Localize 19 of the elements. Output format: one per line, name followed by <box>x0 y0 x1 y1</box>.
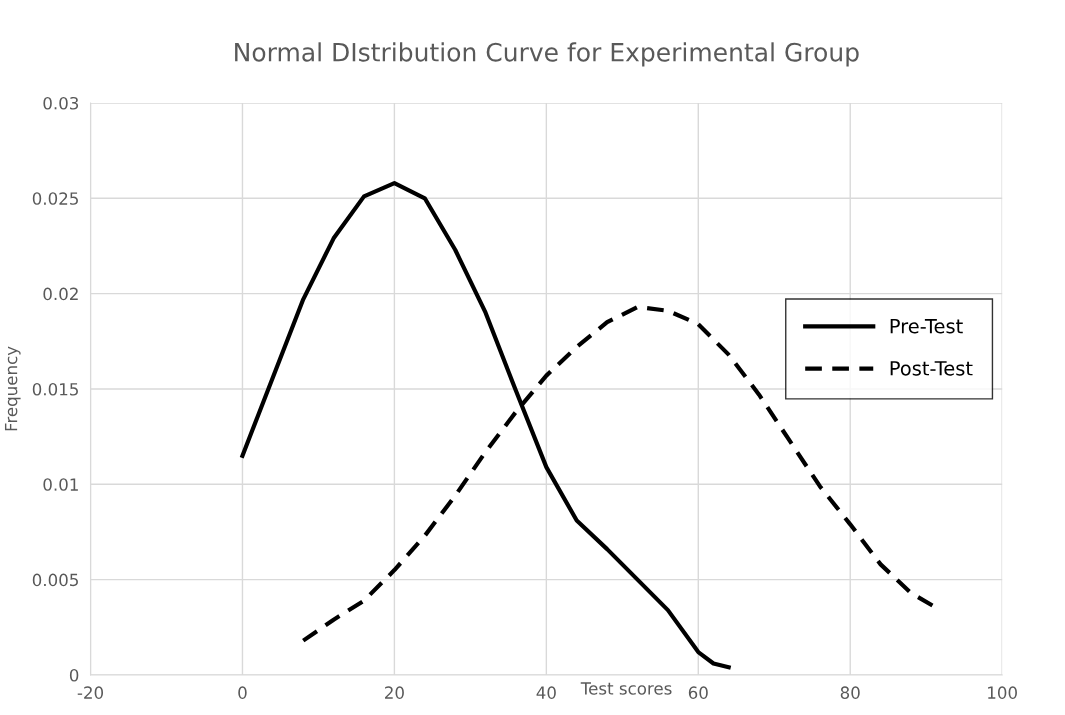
chart-title: Normal DIstribution Curve for Experimental Group <box>235 42 859 67</box>
x-axis-title: Test scores <box>580 682 672 695</box>
x-tick-label: 60 <box>688 686 708 699</box>
y-axis-title: Frequency <box>4 346 21 431</box>
y-tick-label: 0.015 <box>32 382 78 396</box>
x-tick-label: 80 <box>840 686 860 699</box>
legend-label: Pre-Test <box>890 319 963 334</box>
y-tick-label: 0.025 <box>32 192 78 205</box>
y-tick-label: 0.03 <box>43 96 79 110</box>
legend-label: Post-Test <box>890 361 973 376</box>
y-tick-label: 0.01 <box>43 478 78 491</box>
y-tick-label: 0.005 <box>32 573 78 587</box>
x-tick-label: 20 <box>385 686 404 699</box>
x-tick-label: 40 <box>536 686 556 699</box>
x-tick-label: 100 <box>988 686 1017 699</box>
x-tick-label: -20 <box>77 686 104 699</box>
y-tick-label: 0 <box>69 668 79 682</box>
x-tick-label: 0 <box>238 686 247 699</box>
y-tick-label: 0.02 <box>43 287 78 301</box>
